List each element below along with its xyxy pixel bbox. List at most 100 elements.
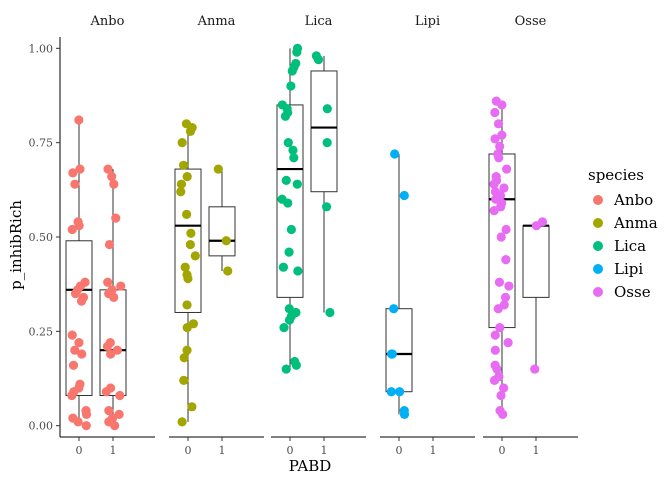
facet-strip-label: Lica (305, 14, 333, 29)
data-point (187, 402, 197, 412)
legend-items: Anbo Anma Lica Lipi Osse (593, 191, 658, 301)
data-point (490, 345, 500, 355)
data-point (490, 330, 500, 340)
data-point (494, 277, 505, 287)
data-point (386, 387, 396, 397)
data-point (293, 266, 303, 276)
data-point (109, 179, 119, 189)
data-point (180, 262, 190, 272)
y-axis: 0.00 0.25 0.50 0.75 1.00 (29, 37, 61, 437)
data-point (183, 273, 193, 284)
legend-swatch (593, 264, 603, 274)
data-point (221, 236, 231, 246)
data-point (289, 153, 299, 163)
data-point (81, 421, 91, 431)
data-point (107, 172, 117, 182)
data-point (281, 175, 291, 185)
x-tick-label: 1 (430, 444, 437, 457)
legend-item-osse: Osse (593, 283, 651, 301)
data-point (288, 145, 298, 155)
data-point (499, 383, 509, 393)
x-tick-label: 1 (321, 444, 328, 457)
x-tick-label: 0 (499, 444, 506, 457)
y-tick-label: 0.00 (29, 420, 54, 433)
data-point (178, 160, 189, 170)
data-point (115, 390, 125, 401)
data-point (77, 349, 87, 359)
y-tick-label: 0.25 (29, 325, 54, 338)
data-point (389, 304, 399, 314)
data-point (278, 262, 289, 272)
data-point (179, 353, 189, 363)
data-point (284, 315, 295, 325)
data-point (75, 164, 85, 174)
legend-label: Anbo (613, 191, 653, 209)
data-point (390, 149, 400, 159)
data-point (283, 198, 293, 208)
y-axis-title: p_inhibRich (7, 200, 25, 290)
data-point (176, 187, 186, 197)
x-tick-label: 0 (396, 444, 403, 457)
data-point (112, 345, 122, 355)
data-point (223, 266, 233, 276)
data-point (182, 300, 192, 310)
data-point (489, 205, 499, 216)
x-tick-label: 0 (287, 444, 294, 457)
data-point (291, 360, 301, 370)
data-point (70, 345, 80, 355)
data-point (74, 221, 84, 231)
data-point (284, 247, 294, 257)
data-point (185, 239, 195, 250)
data-point (495, 322, 505, 333)
legend-item-lica: Lica (593, 237, 646, 255)
data-point (399, 190, 409, 201)
data-point (67, 330, 77, 340)
data-point (494, 153, 504, 163)
data-point (70, 289, 81, 299)
data-point (106, 349, 116, 359)
data-point (325, 307, 335, 318)
data-point (116, 281, 126, 291)
data-point (213, 164, 223, 174)
data-point (499, 183, 509, 193)
facet-panel-lica: Lica 0 1 (271, 14, 366, 457)
data-point (74, 338, 84, 348)
data-point (111, 213, 121, 223)
data-point (182, 172, 192, 182)
data-point (185, 126, 196, 136)
data-point (186, 228, 196, 238)
legend-item-lipi: Lipi (593, 260, 643, 278)
data-point (394, 387, 405, 397)
legend-swatch (593, 287, 603, 297)
y-tick-label: 1.00 (29, 42, 54, 55)
box-iqr (522, 225, 550, 298)
facet-panel-osse: Osse 0 1 (483, 14, 578, 457)
data-point (177, 138, 187, 148)
data-point (281, 364, 291, 374)
boxplot-anma-1 (208, 169, 236, 271)
facet-strip-label: Anma (197, 14, 236, 29)
data-point (322, 138, 332, 148)
facet-strip-label: Lipi (415, 14, 440, 29)
data-point (497, 100, 507, 110)
data-point (321, 202, 332, 212)
data-point (490, 107, 500, 118)
data-point (67, 390, 77, 401)
data-point (67, 224, 77, 235)
data-point (109, 292, 119, 302)
data-point (101, 387, 111, 397)
data-point (501, 224, 511, 235)
y-tick-label: 0.50 (29, 231, 54, 244)
boxplot-lica-1 (310, 55, 338, 313)
data-point (286, 224, 296, 235)
legend-label: Lica (614, 237, 646, 255)
x-axis-title: PABD (289, 457, 332, 475)
facet-panel-lipi: Lipi 0 1 (380, 14, 475, 457)
data-point (502, 164, 512, 174)
data-point (279, 322, 289, 333)
data-point (103, 164, 113, 174)
data-point (179, 375, 189, 385)
data-point (493, 304, 503, 314)
legend-item-anbo: Anbo (593, 191, 653, 209)
legend-title: species (588, 166, 644, 184)
